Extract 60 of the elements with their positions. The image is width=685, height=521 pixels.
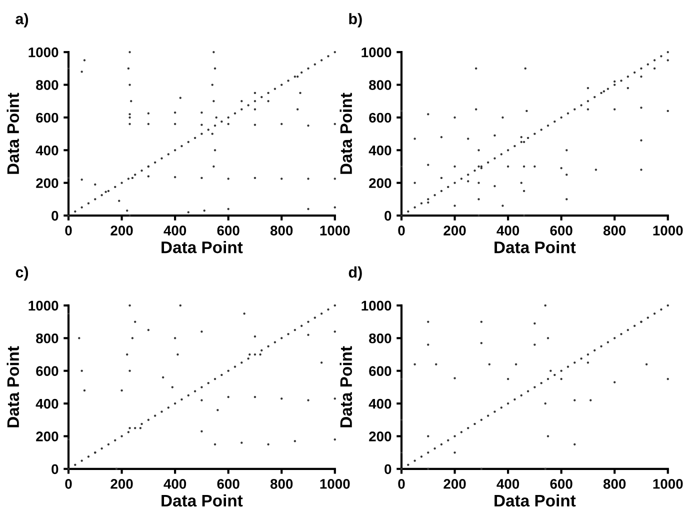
y-tick-label: 200 — [369, 432, 392, 442]
x-axis-title: Data Point — [494, 241, 576, 254]
x-tick-label: 400 — [164, 478, 186, 489]
x-tick-label: 1000 — [653, 478, 683, 489]
x-axis-title: Data Point — [162, 494, 243, 507]
y-axis-title: Data Point — [340, 92, 352, 174]
y-tick-label: 0 — [52, 464, 58, 474]
y-tick-label: 400 — [36, 146, 58, 156]
y-tick-label: 400 — [368, 146, 392, 156]
y-tick-label: 1000 — [362, 300, 392, 311]
y-tick-label: 600 — [369, 112, 392, 123]
x-tick-label: 400 — [164, 226, 186, 236]
x-axis-title: Data Point — [494, 494, 576, 507]
x-tick-label: 800 — [603, 226, 626, 236]
y-tick-label: 400 — [368, 398, 392, 409]
x-tick-label: 800 — [270, 478, 293, 489]
x-tick-label: 1000 — [320, 226, 350, 236]
y-tick-label: 0 — [384, 464, 392, 474]
x-tick-label: 600 — [217, 226, 240, 236]
x-tick-label: 200 — [444, 478, 466, 489]
x-tick-label: 0 — [65, 478, 72, 489]
y-tick-label: 0 — [52, 210, 58, 221]
y-tick-label: 600 — [36, 366, 58, 376]
chart-title: c) — [16, 266, 28, 281]
x-tick-label: 1000 — [320, 478, 350, 489]
x-tick-label: 200 — [110, 226, 133, 236]
x-axis-title: Data Point — [162, 241, 243, 254]
chart-title: b) — [349, 13, 362, 28]
y-tick-label: 600 — [369, 366, 392, 376]
x-tick-label: 0 — [65, 226, 72, 236]
y-tick-label: 800 — [36, 80, 58, 90]
x-tick-label: 1000 — [653, 226, 683, 236]
y-tick-label: 200 — [36, 178, 58, 188]
x-tick-label: 400 — [496, 478, 520, 489]
y-tick-label: 800 — [369, 333, 392, 344]
x-tick-label: 400 — [496, 226, 520, 236]
y-axis-title: Data Point — [6, 92, 20, 174]
y-tick-label: 1000 — [362, 47, 392, 58]
x-tick-label: 0 — [398, 226, 405, 236]
y-tick-label: 1000 — [28, 47, 58, 58]
x-tick-label: 200 — [110, 478, 133, 489]
x-tick-label: 600 — [217, 478, 240, 489]
y-tick-label: 800 — [36, 333, 58, 344]
x-tick-label: 600 — [550, 226, 572, 236]
y-tick-label: 200 — [36, 432, 58, 442]
x-tick-label: 0 — [398, 478, 405, 489]
y-tick-label: 400 — [36, 398, 58, 409]
y-tick-label: 200 — [369, 178, 392, 188]
x-tick-label: 600 — [550, 478, 572, 489]
chart-title: d) — [348, 266, 362, 281]
x-tick-label: 200 — [444, 226, 466, 236]
y-axis-title: Data Point — [340, 346, 352, 428]
x-tick-label: 800 — [603, 478, 626, 489]
y-tick-label: 0 — [384, 210, 392, 221]
y-tick-label: 1000 — [28, 300, 58, 311]
y-axis-title: Data Point — [6, 346, 20, 428]
chart-title: a) — [16, 13, 28, 28]
y-tick-label: 600 — [36, 112, 58, 123]
x-tick-label: 800 — [270, 226, 293, 236]
y-tick-label: 800 — [369, 80, 392, 90]
